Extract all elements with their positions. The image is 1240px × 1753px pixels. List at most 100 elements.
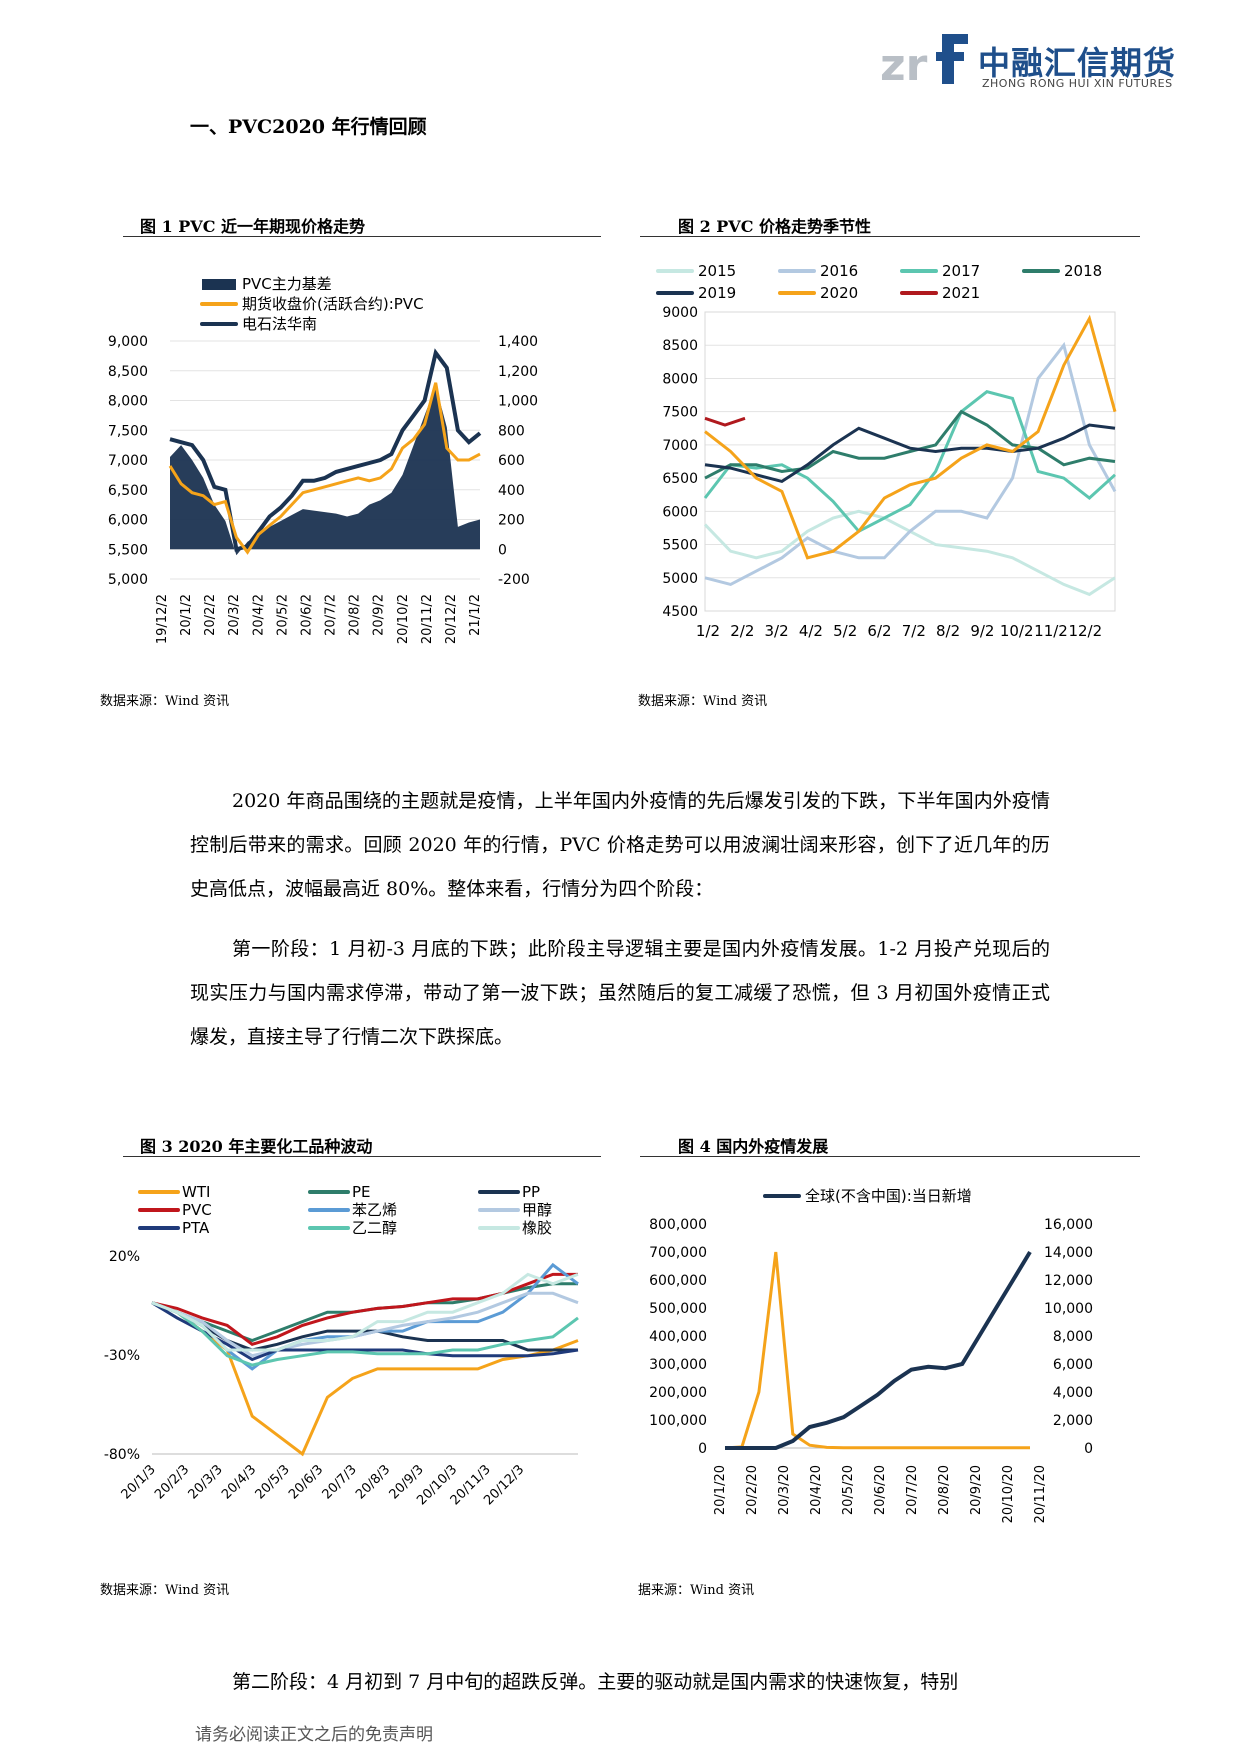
fig2-x-tick-label: 2/2 <box>730 622 754 640</box>
fig1-left-tick-label: 7,000 <box>108 453 148 469</box>
fig1-x-tick-label: 20/9/2 <box>372 594 387 636</box>
fig1-right-tick-label: 1,200 <box>498 364 538 380</box>
fig2-x-tick-label: 7/2 <box>902 622 926 640</box>
fig1-left-tick-label: 7,500 <box>108 423 148 439</box>
fig1-x-tick-label: 20/3/2 <box>227 594 242 636</box>
fig4-right-tick-label: 12,000 <box>1044 1273 1093 1289</box>
fig1-right-tick-label: 400 <box>498 483 525 499</box>
fig1-source: 数据来源：Wind 资讯 <box>100 694 230 709</box>
fig1-right-tick-label: 1,400 <box>498 334 538 350</box>
fig3-x-tick-label: 20/1/3 <box>119 1462 159 1502</box>
fig4-legend-label: 全球(不含中国):当日新增 <box>805 1187 972 1205</box>
fig4-title: 图 4 国内外疫情发展 <box>678 1137 829 1156</box>
fig3-x-tick-label: 20/7/3 <box>320 1462 360 1502</box>
fig1-series-futures-line <box>168 382 481 555</box>
fig1-chart: 9,000 8,500 8,000 7,500 7,000 6,500 6,000 5,500… <box>108 275 538 644</box>
fig2-series-2020 <box>704 314 1117 560</box>
svg-text:zr: zr <box>880 40 928 88</box>
fig3-legend-label: PP <box>522 1183 540 1201</box>
fig2-divider <box>640 236 1140 237</box>
fig4-right-tick-label: 4,000 <box>1053 1385 1093 1401</box>
fig1-left-tick-label: 6,500 <box>108 483 148 499</box>
fig2-series-2015 <box>703 509 1116 597</box>
fig4-left-tick-label: 300,000 <box>649 1357 707 1373</box>
fig2-tick-label: 9000 <box>662 305 698 321</box>
fig1-x-tick-label: 21/1/2 <box>468 594 483 636</box>
fig2-legend-label: 2017 <box>942 262 980 280</box>
fig3-legend-label: 乙二醇 <box>352 1219 397 1237</box>
fig1-x-tick-label: 19/12/2 <box>155 594 170 644</box>
fig1-left-tick-label: 5,000 <box>108 572 148 588</box>
fig3-x-tick-label: 20/2/3 <box>152 1462 192 1502</box>
fig3-title: 图 3 2020 年主要化工品种波动 <box>140 1137 373 1156</box>
fig1-left-tick-label: 9,000 <box>108 334 148 350</box>
fig4-x-tick-label: 20/4/20 <box>809 1465 824 1515</box>
fig4-x-tick-label: 20/3/20 <box>777 1465 792 1515</box>
fig4-left-tick-label: 100,000 <box>649 1413 707 1429</box>
fig4-left-tick-label: 600,000 <box>649 1273 707 1289</box>
fig2-title: 图 2 PVC 价格走势季节性 <box>678 217 872 236</box>
fig3-series-PTA <box>151 1301 579 1362</box>
fig3-source: 数据来源：Wind 资讯 <box>100 1583 230 1598</box>
fig2-x-tick-label: 10/2 <box>1000 622 1034 640</box>
fig1-series-basis-area <box>170 385 480 556</box>
fig4-left-tick-label: 0 <box>698 1441 707 1457</box>
fig4-right-tick-label: 10,000 <box>1044 1301 1093 1317</box>
fig4-x-tick-label: 20/11/20 <box>1033 1465 1048 1523</box>
fig4-right-tick-label: 6,000 <box>1053 1357 1093 1373</box>
fig3-legend-label: 橡胶 <box>522 1219 552 1237</box>
fig3-divider <box>123 1156 601 1157</box>
fig1-legend-label: 电石法华南 <box>242 315 317 333</box>
fig1-right-tick-label: 1,000 <box>498 394 538 410</box>
fig4-right-tick-label: 16,000 <box>1044 1217 1093 1233</box>
fig4-chart: 800,000 700,000 600,000 500,000 400,000 300,0… <box>649 1187 1093 1523</box>
fig4-left-tick-label: 200,000 <box>649 1385 707 1401</box>
fig4-divider <box>640 1156 1140 1157</box>
fig4-x-tick-label: 20/9/20 <box>969 1465 984 1515</box>
fig2-x-tick-label: 8/2 <box>936 622 960 640</box>
fig4-right-tick-label: 8,000 <box>1053 1329 1093 1345</box>
fig2-legend-label: 2015 <box>698 262 736 280</box>
fig3-x-tick-label: 20/3/3 <box>186 1462 226 1502</box>
fig4-left-tick-label: 800,000 <box>649 1217 707 1233</box>
fig1-left-tick-label: 8,500 <box>108 364 148 380</box>
fig2-x-tick-label: 5/2 <box>833 622 857 640</box>
fig1-x-tick-label: 20/1/2 <box>179 594 194 636</box>
fig2-legend-label: 2018 <box>1064 262 1102 280</box>
fig1-right-tick-label: 600 <box>498 453 525 469</box>
fig3-series-甲醇 <box>151 1291 579 1358</box>
fig3-legend-label: PE <box>352 1183 371 1201</box>
fig3-chart: 20% -30% -80%20/1/320/2/320/3/320/4/320/5/… <box>104 1183 579 1508</box>
fig2-tick-label: 8500 <box>662 338 698 354</box>
fig3-legend-label: 苯乙烯 <box>352 1201 397 1219</box>
fig2-tick-label: 7500 <box>662 405 698 421</box>
paragraph-intro: 2020 年商品围绕的主题就是疫情，上半年国内外疫情的先后爆发引发的下跌，下半年… <box>190 790 1050 900</box>
fig4-right-tick-label: 14,000 <box>1044 1245 1093 1261</box>
fig2-series-2021 <box>704 416 746 427</box>
fig3-legend-label: PVC <box>182 1201 212 1219</box>
fig1-right-tick-label: 0 <box>498 542 507 558</box>
fig4-right-tick-label: 0 <box>1084 1441 1093 1457</box>
fig1-x-tick-label: 20/11/2 <box>420 594 435 644</box>
fig1-right-tick-label: 200 <box>498 513 525 529</box>
fig2-legend-label: 2020 <box>820 284 858 302</box>
fig3-tick-label: 20% <box>109 1249 140 1265</box>
fig2-tick-label: 5500 <box>662 538 698 554</box>
fig2-legend-label: 2021 <box>942 284 980 302</box>
fig3-tick-label: -80% <box>104 1447 140 1463</box>
company-name-en: ZHONG RONG HUI XIN FUTURES <box>982 77 1173 90</box>
fig2-series-2018 <box>704 409 1116 480</box>
fig2-legend-label: 2016 <box>820 262 858 280</box>
fig3-legend-label: 甲醇 <box>522 1201 552 1219</box>
fig1-x-tick-label: 20/10/2 <box>396 594 411 644</box>
fig1-x-tick-label: 20/8/2 <box>348 594 363 636</box>
fig1-right-tick-label: 800 <box>498 423 525 439</box>
fig4-series-global <box>725 1250 1032 1450</box>
fig3-x-tick-label: 20/4/3 <box>219 1462 259 1502</box>
fig2-x-tick-label: 6/2 <box>867 622 891 640</box>
fig2-tick-label: 6000 <box>662 504 698 520</box>
fig4-x-tick-label: 20/2/20 <box>745 1465 760 1515</box>
fig4-right-tick-label: 2,000 <box>1053 1413 1093 1429</box>
fig2-legend-label: 2019 <box>698 284 736 302</box>
fig1-legend-label: PVC主力基差 <box>242 275 332 293</box>
